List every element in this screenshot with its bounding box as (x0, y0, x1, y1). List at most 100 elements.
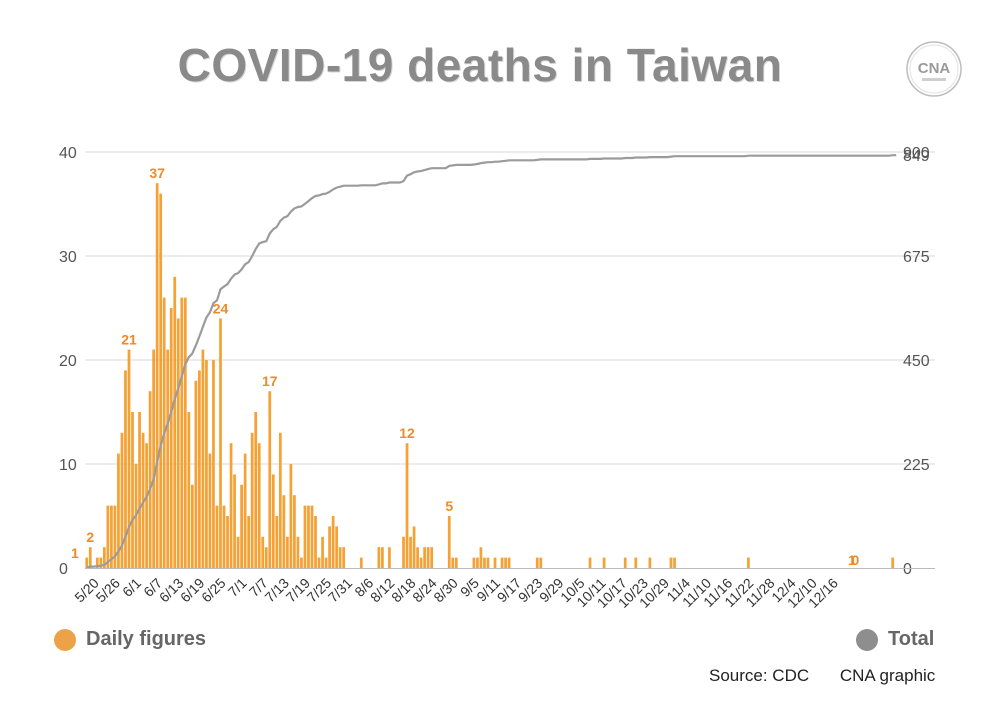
daily-bar (261, 536, 265, 568)
daily-bar (233, 474, 236, 568)
daily-bar (264, 547, 268, 568)
daily-bar (131, 412, 134, 568)
daily-bar (409, 536, 412, 568)
daily-bar (539, 557, 543, 568)
daily-bar (222, 505, 226, 568)
daily-bar (338, 547, 342, 568)
daily-bars (85, 183, 895, 568)
x-tick-label: 6/25 (198, 575, 229, 606)
daily-bar (430, 547, 434, 568)
legend-total: Total (856, 628, 934, 651)
daily-bar (451, 557, 455, 568)
daily-bar (412, 526, 416, 568)
daily-bar (454, 557, 458, 568)
credit-text: CNA graphic (839, 666, 936, 685)
daily-bar (307, 505, 310, 568)
legend-total-swatch (856, 628, 878, 651)
data-label: 0 (851, 552, 859, 568)
y-left-tick-label: 10 (59, 457, 77, 474)
data-label: 37 (149, 165, 165, 181)
daily-bar (891, 557, 895, 568)
daily-bar (342, 547, 346, 568)
daily-bar (212, 360, 215, 568)
daily-bar (155, 183, 159, 568)
daily-bar (110, 505, 113, 568)
y-left-tick-label: 20 (59, 353, 77, 370)
daily-bar (419, 557, 423, 568)
daily-bar (113, 505, 117, 568)
y-left-tick-label: 30 (59, 249, 77, 266)
daily-bar (215, 505, 219, 568)
legend-daily: Daily figures (54, 628, 206, 651)
gridlines (85, 151, 935, 465)
daily-bar (747, 557, 750, 568)
y-left-tick-label: 40 (59, 145, 77, 162)
y-right-tick-label: 450 (903, 353, 930, 370)
daily-bar (205, 360, 208, 568)
daily-bar (285, 536, 289, 568)
daily-bar (535, 557, 539, 568)
data-label: 24 (213, 300, 229, 316)
daily-bar (328, 526, 331, 568)
y-axis-left: 0 10 20 30 40 (59, 145, 77, 578)
daily-bar (229, 443, 233, 568)
y-right-tick-label: 225 (903, 457, 930, 474)
daily-bar (243, 453, 247, 568)
daily-bar (289, 464, 293, 568)
daily-bar (208, 453, 212, 568)
data-label: 17 (262, 373, 278, 389)
daily-bar (278, 432, 282, 568)
daily-bar (623, 557, 627, 568)
total-end-label: 849 (903, 148, 930, 165)
y-right-tick-label: 0 (903, 561, 912, 578)
footer: Source: CDC CNA graphic (709, 666, 961, 686)
legend-total-label: Total (888, 628, 935, 650)
daily-bar (180, 297, 184, 568)
daily-bar (447, 516, 451, 568)
cna-logo-icon: CNA (906, 41, 962, 97)
daily-bar (402, 536, 405, 568)
daily-bar (314, 516, 317, 568)
y-axis-right: 0 225 450 675 900 (903, 145, 930, 578)
daily-bar (271, 474, 275, 568)
daily-bar (476, 557, 479, 568)
daily-bar (405, 443, 409, 568)
daily-bar (472, 557, 476, 568)
daily-bar (240, 484, 243, 568)
daily-bar (247, 516, 251, 568)
daily-bar (423, 547, 427, 568)
daily-bar (331, 516, 335, 568)
daily-bar (335, 526, 339, 568)
daily-bar (226, 516, 229, 568)
daily-bar (317, 557, 321, 568)
daily-bar (416, 547, 419, 568)
daily-bar (483, 557, 486, 568)
daily-bar (194, 380, 198, 568)
daily-bar (275, 516, 279, 568)
daily-bar (117, 453, 120, 568)
daily-bar (138, 412, 141, 568)
daily-bar (479, 547, 483, 568)
daily-bar (673, 557, 676, 568)
daily-bar (486, 557, 490, 568)
daily-bar (236, 536, 240, 568)
daily-bar (85, 557, 89, 568)
x-tick-label: 7/31 (325, 575, 356, 606)
daily-bar (648, 557, 652, 568)
daily-bar (99, 557, 103, 568)
daily-bar (187, 412, 191, 568)
daily-bar (282, 495, 286, 568)
daily-bar (159, 193, 163, 568)
daily-bar (303, 505, 307, 568)
chart-title: COVID-19 deaths in Taiwan (177, 39, 783, 91)
daily-bar (176, 318, 180, 568)
daily-bar (321, 536, 324, 568)
daily-bar (669, 557, 673, 568)
daily-bar (95, 557, 99, 568)
daily-bar (102, 547, 106, 568)
total-line (86, 154, 897, 569)
daily-bar (173, 276, 177, 568)
daily-bar (388, 547, 391, 568)
